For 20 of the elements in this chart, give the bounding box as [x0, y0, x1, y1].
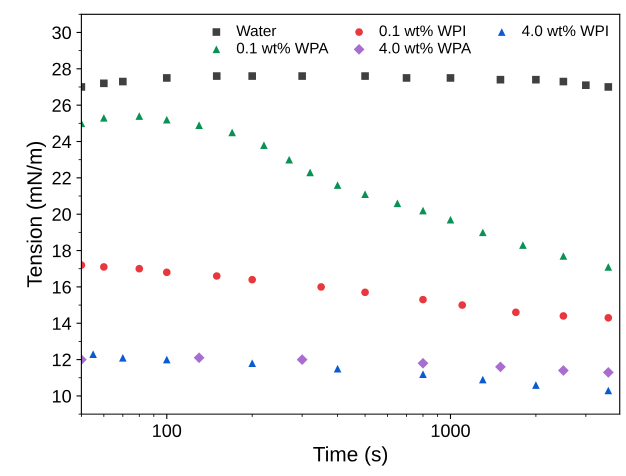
y-tick-label: 10	[52, 390, 71, 403]
legend-label: 4.0 wt% WPA	[379, 42, 472, 54]
legend-label: 4.0 wt% WPI	[522, 25, 608, 36]
y-tick-label: 26	[52, 99, 71, 112]
y-tick-label: 24	[52, 135, 72, 148]
legend-label: 0.1 wt% WPI	[380, 25, 465, 36]
y-tick-label: 12	[52, 354, 71, 366]
legend-label: 0.1 wt% WPA	[236, 42, 328, 54]
y-axis-title: Tension (mN/m)	[26, 142, 46, 288]
legend-label: Water	[236, 26, 276, 36]
y-tick-label: 28	[52, 62, 71, 76]
y-tick-label: 22	[52, 172, 71, 184]
x-tick-label: 1000	[432, 424, 470, 438]
x-axis-title: Time (s)	[313, 446, 388, 466]
y-tick-label: 16	[52, 280, 71, 294]
y-tick-label: 14	[52, 317, 72, 330]
x-tick-label: 100	[153, 424, 182, 438]
y-tick-label: 18	[52, 244, 71, 258]
y-tick-label: 20	[52, 208, 71, 221]
y-tick-label: 30	[52, 26, 71, 40]
